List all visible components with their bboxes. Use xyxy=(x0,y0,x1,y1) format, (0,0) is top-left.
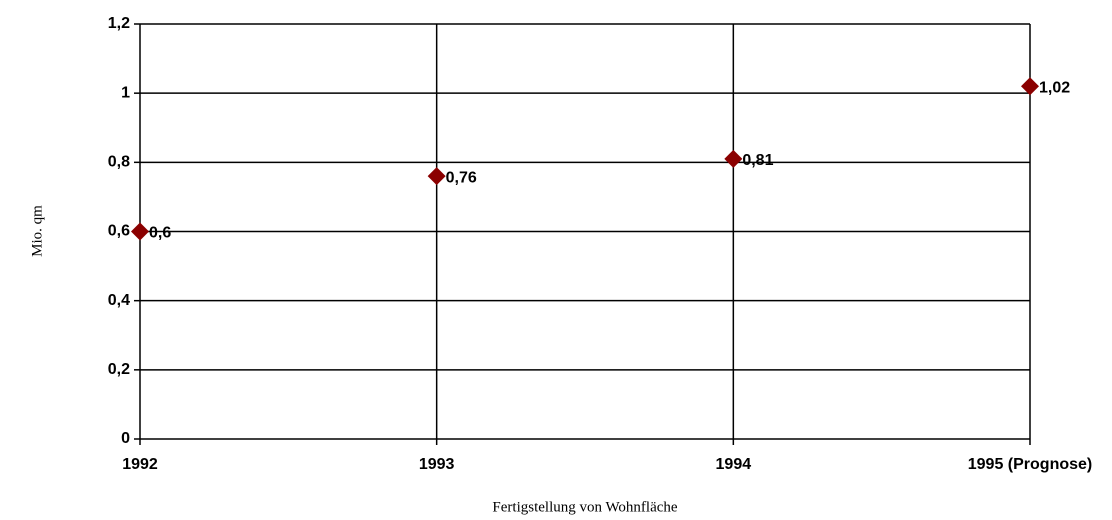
y-tick-label: 0 xyxy=(121,430,130,447)
x-tick-label: 1995 (Prognose) xyxy=(968,456,1092,473)
x-tick-label: 1993 xyxy=(419,456,455,473)
y-tick-label: 0,8 xyxy=(108,154,130,171)
data-label: 0,81 xyxy=(742,152,773,169)
data-label: 0,76 xyxy=(446,169,477,186)
y-tick-label: 0,4 xyxy=(108,292,130,309)
marker xyxy=(724,149,743,168)
marker xyxy=(131,222,149,241)
marker xyxy=(427,167,446,186)
data-label: 0,6 xyxy=(149,225,171,242)
marker xyxy=(1021,77,1039,96)
y-axis-title: Mio. qm xyxy=(29,205,45,257)
y-tick-label: 0,2 xyxy=(108,361,130,378)
y-tick-label: 0,6 xyxy=(108,223,130,240)
data-label: 1,02 xyxy=(1039,79,1070,96)
y-tick-label: 1,2 xyxy=(108,15,130,32)
x-tick-label: 1994 xyxy=(716,456,752,473)
x-axis-title: Fertigstellung von Wohnfläche xyxy=(492,499,677,515)
y-tick-label: 1 xyxy=(121,84,130,101)
x-tick-label: 1992 xyxy=(122,456,158,473)
